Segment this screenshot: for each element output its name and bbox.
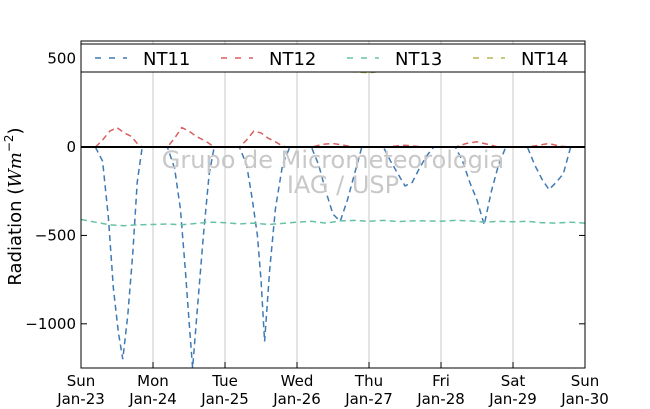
y-axis-label: Radiation (Wm−2) (2, 127, 26, 285)
legend-box (80, 43, 586, 73)
x-tick-date-5: Jan-28 (416, 390, 465, 408)
plot-series (80, 47, 586, 369)
x-tick-date-7: Jan-30 (560, 390, 609, 408)
y-axis: 500 0 −500 −1000 (25, 50, 585, 333)
x-tick-day-1: Mon (137, 372, 169, 390)
x-tick-date-3: Jan-26 (272, 390, 321, 408)
y-tick-label-0: 500 (47, 50, 76, 68)
y-tick-label-2: −500 (35, 226, 76, 244)
y-axis-label-close: ) (5, 127, 26, 134)
series-line-nt12 (94, 126, 571, 148)
x-tick-date-2: Jan-25 (200, 390, 249, 408)
legend-label-nt13: NT13 (395, 49, 442, 70)
x-tick-date-0: Jan-23 (56, 390, 105, 408)
legend-label-nt12: NT12 (269, 49, 316, 70)
x-tick-day-4: Thu (354, 372, 383, 390)
y-axis-label-exponent: −2 (2, 134, 16, 152)
watermark: Grupo de Micrometeorologia IAG / USP (162, 146, 504, 199)
series-line-nt13 (80, 218, 586, 227)
x-axis: SunJan-23MonJan-24TueJan-25WedJan-26ThuJ… (56, 362, 609, 408)
grid-lines (152, 41, 514, 368)
plot-frame (80, 40, 586, 369)
x-tick-day-5: Fri (432, 372, 450, 390)
y-axis-label-unit: Wm (5, 152, 26, 188)
legend-label-nt14: NT14 (521, 49, 568, 70)
watermark-line-2: IAG / USP (287, 171, 399, 199)
x-tick-date-1: Jan-24 (128, 390, 177, 408)
x-tick-day-6: Sat (501, 372, 526, 390)
watermark-line-1: Grupo de Micrometeorologia (162, 146, 504, 174)
x-tick-day-7: Sun (571, 372, 600, 390)
x-tick-day-2: Tue (211, 372, 238, 390)
y-axis-label-text: Radiation ( (5, 188, 26, 286)
x-tick-day-3: Wed (281, 372, 314, 390)
legend: NT11 NT12 NT13 NT14 (80, 43, 586, 73)
y-tick-label-1: 0 (66, 138, 76, 156)
y-tick-label-3: −1000 (25, 315, 76, 333)
x-tick-date-4: Jan-27 (344, 390, 393, 408)
x-tick-day-0: Sun (67, 372, 96, 390)
legend-label-nt11: NT11 (143, 49, 190, 70)
x-tick-date-6: Jan-29 (488, 390, 537, 408)
